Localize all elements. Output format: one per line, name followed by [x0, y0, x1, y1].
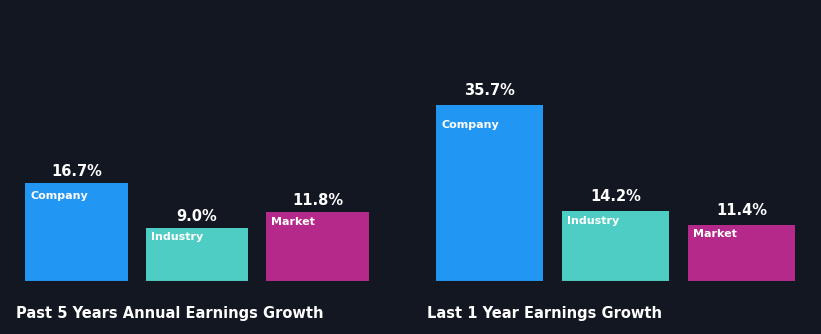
Text: 11.4%: 11.4%: [716, 203, 767, 218]
Text: Industry: Industry: [567, 216, 620, 226]
Text: 11.8%: 11.8%: [292, 193, 343, 208]
Text: Last 1 Year Earnings Growth: Last 1 Year Earnings Growth: [427, 306, 662, 321]
Text: Company: Company: [442, 120, 499, 130]
Text: Company: Company: [30, 191, 88, 201]
Bar: [562, 211, 669, 281]
Text: Market: Market: [271, 217, 315, 227]
Text: Market: Market: [693, 229, 737, 239]
Bar: [688, 225, 795, 281]
Bar: [25, 183, 128, 281]
Text: 14.2%: 14.2%: [590, 189, 641, 204]
Text: 35.7%: 35.7%: [465, 84, 516, 99]
Bar: [266, 211, 369, 281]
Text: Industry: Industry: [151, 232, 203, 242]
Bar: [437, 106, 544, 281]
Text: 9.0%: 9.0%: [177, 209, 218, 224]
Text: Past 5 Years Annual Earnings Growth: Past 5 Years Annual Earnings Growth: [16, 306, 324, 321]
Bar: [146, 228, 248, 281]
Text: 16.7%: 16.7%: [51, 164, 102, 179]
